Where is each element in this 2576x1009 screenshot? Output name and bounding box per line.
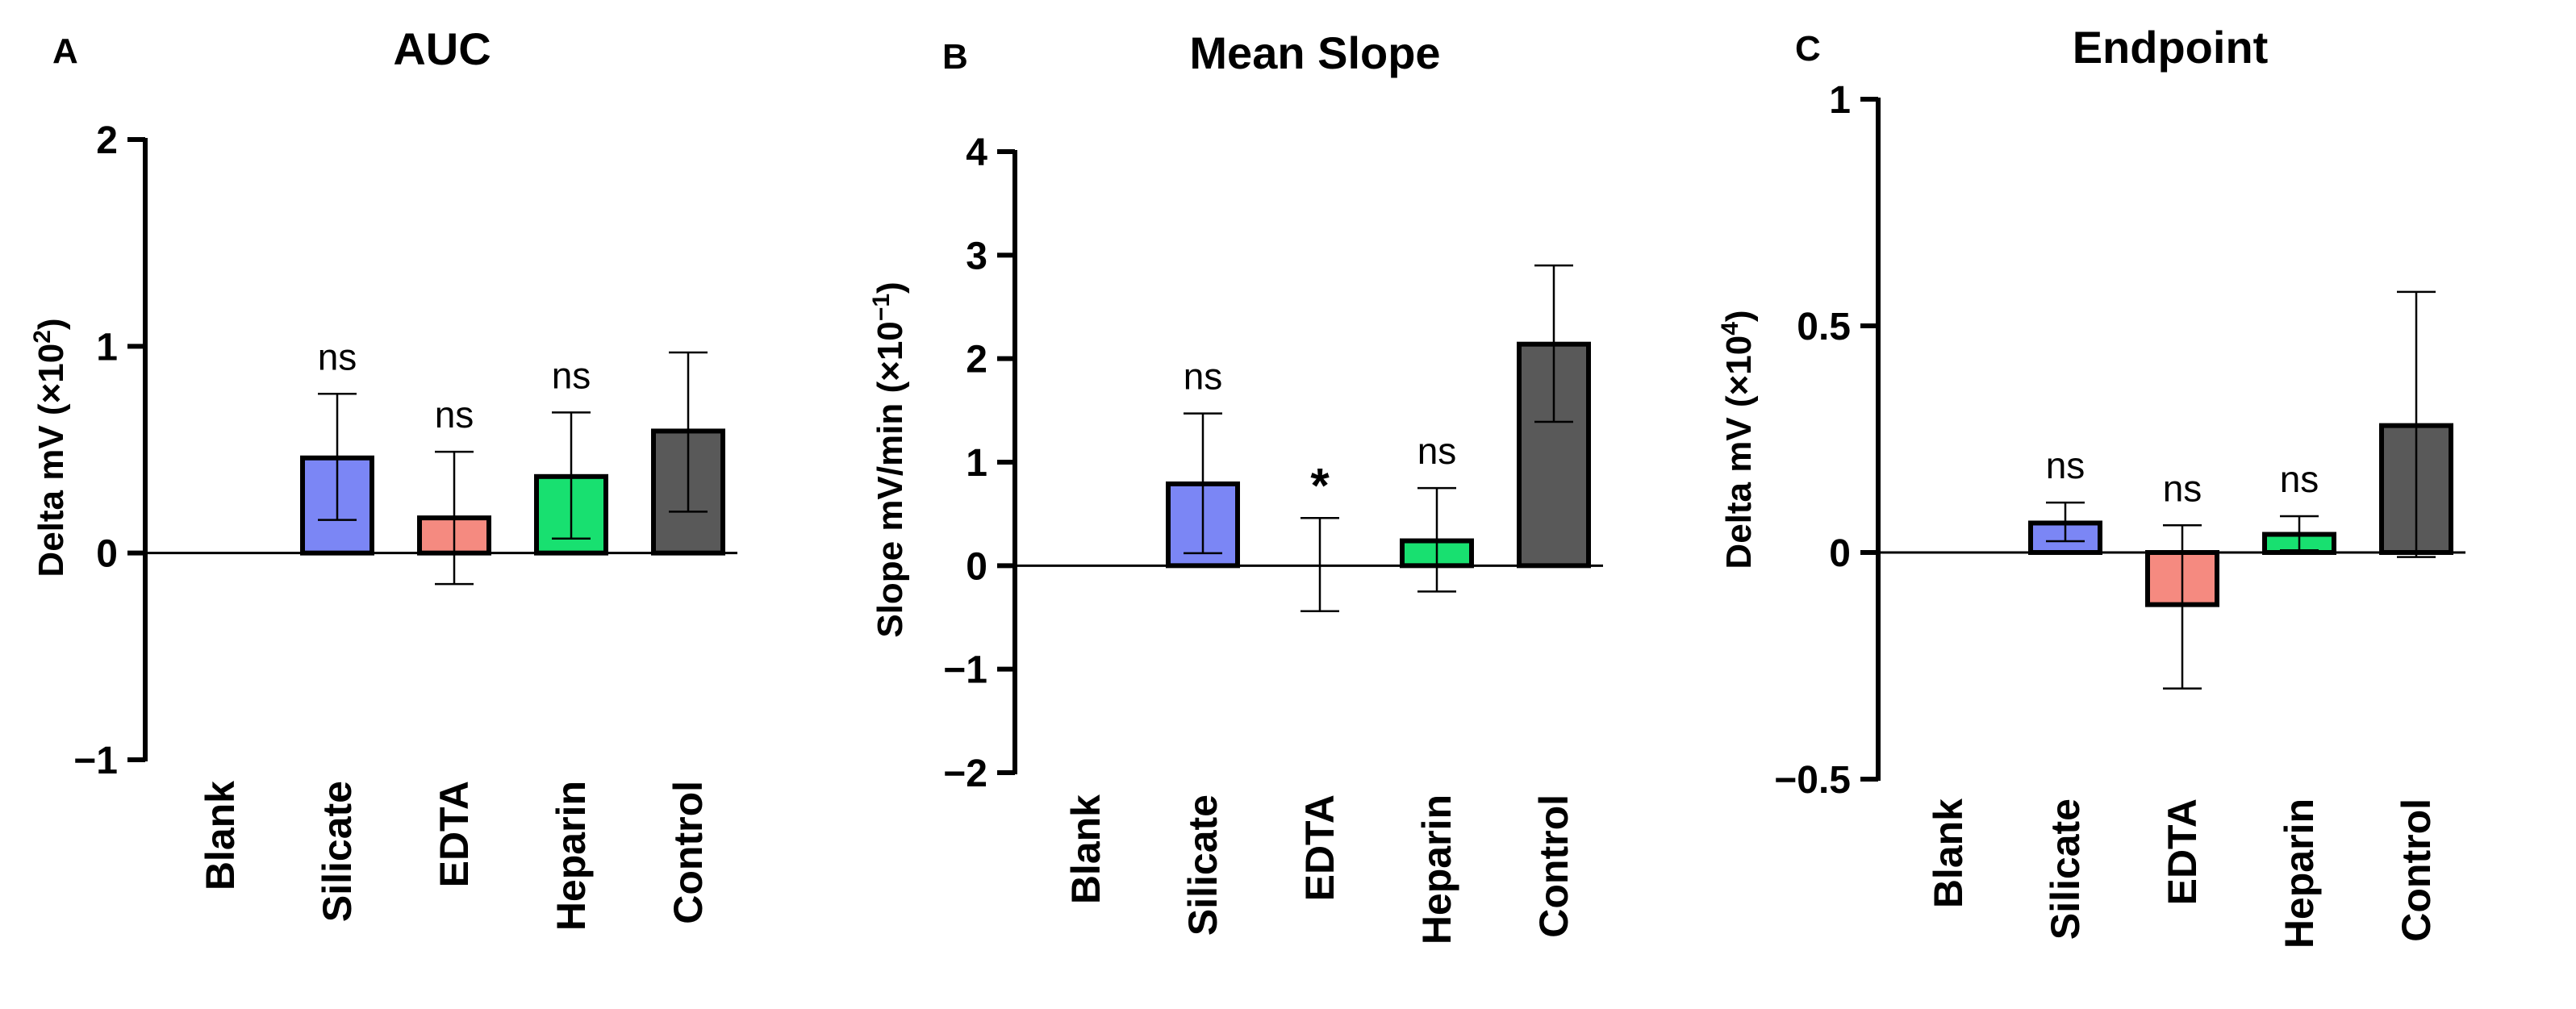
x-tick-label-blank: Blank [1063,794,1108,904]
y-tick-label: 2 [966,339,987,382]
x-tick-label-edta: EDTA [1297,794,1342,901]
x-tick-label-blank: Blank [1926,798,1971,908]
y-axis-label: Delta mV (×104) [1717,310,1759,569]
panel-b: B Mean Slope Slope mV/min (×10−1) −2 −1 0 1 2 3 4… [868,27,1603,944]
chart-title: Endpoint [2073,22,2269,73]
x-tick-label-heparin: Heparin [2277,798,2322,949]
y-tick-label: 3 [966,235,987,277]
x-tick-label-heparin: Heparin [549,781,594,931]
y-tick-label: 0 [966,545,987,588]
x-tick-label-silicate: Silicate [1180,794,1225,936]
x-tick-label-blank: Blank [198,781,243,890]
panel-letter: B [942,37,968,77]
y-tick-label: 4 [966,131,987,174]
significance-label: ns [1184,356,1223,398]
y-tick-label: −0.5 [1774,759,1851,802]
x-tick-label-heparin: Heparin [1414,794,1459,944]
significance-label: ns [2280,458,2319,500]
y-tick-label: −1 [73,740,118,782]
significance-label: ns [318,336,357,377]
y-tick-label: 0 [1829,532,1851,575]
panel-letter: A [52,31,78,71]
x-tick-label-control: Control [666,781,711,924]
y-axis-label: Delta mV (×102) [29,318,71,577]
x-tick-label-edta: EDTA [2160,798,2205,905]
x-tick-label-edta: EDTA [432,781,477,887]
significance-label: * [1310,458,1330,512]
y-tick-label: 2 [96,119,118,162]
x-tick-label-silicate: Silicate [315,781,360,922]
chart-title: AUC [393,23,491,74]
panel-letter: C [1795,29,1821,69]
panel-c: C Endpoint Delta mV (×104) −0.5 0 0.5 1 Blank ns… [1717,22,2465,949]
y-tick-label: 1 [966,442,987,485]
y-tick-label: −1 [943,649,987,692]
y-tick-label: 1 [1829,79,1851,122]
x-tick-label-silicate: Silicate [2043,798,2088,940]
y-axis-label: Slope mV/min (×10−1) [868,281,910,637]
panel-a: A AUC Delta mV (×102) −1 0 1 2 Blank ns Silicate n… [29,23,737,931]
y-tick-label: 0.5 [1797,306,1851,348]
significance-label: ns [1417,430,1457,472]
chart-title: Mean Slope [1189,27,1440,78]
significance-label: ns [435,394,474,436]
x-tick-label-control: Control [2394,798,2439,942]
significance-label: ns [552,354,591,396]
significance-label: ns [2046,444,2085,486]
significance-label: ns [2163,467,2202,509]
y-tick-label: −2 [943,753,987,795]
x-tick-label-control: Control [1531,794,1576,938]
y-tick-label: 1 [96,326,118,369]
y-tick-label: 0 [96,533,118,576]
